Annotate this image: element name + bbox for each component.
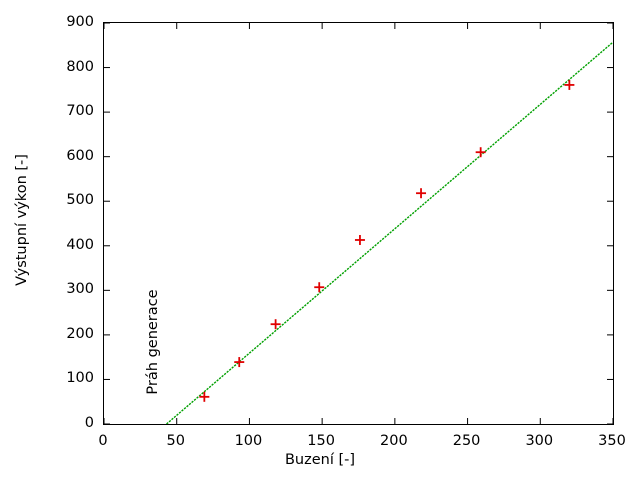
y-tick-label: 400 [66,236,94,253]
x-tick-label: 0 [98,433,108,449]
y-tick-label: 0 [84,414,94,431]
y-tick-label: 700 [66,102,94,119]
data-point-marker [199,391,210,402]
y-tick-label: 900 [66,13,94,30]
plot-svg [104,23,613,424]
data-point-markers [199,79,575,402]
data-point-marker [475,147,486,158]
data-point-marker [416,188,427,199]
x-tick-label: 350 [598,433,626,449]
x-tick-label: 250 [452,433,481,449]
y-tick-label: 200 [66,325,94,342]
y-axis-title: Výstupní výkon [-] [14,154,30,286]
fit-line-series [166,41,613,424]
data-point-marker [564,79,575,90]
x-tick-label: 300 [525,433,554,449]
data-point-marker [234,357,245,368]
data-point-marker [354,234,365,245]
plot-area [103,22,614,425]
x-tick-label: 150 [307,433,335,449]
x-tick-label: 200 [380,433,408,449]
x-tick-label: 50 [166,433,185,449]
y-tick-label: 500 [66,191,94,208]
threshold-annotation-label: Práh generace [145,289,161,395]
y-tick-label: 100 [66,370,94,387]
x-axis-title: Buzení [-] [284,452,356,468]
fit-line [166,41,613,424]
tick-marks [104,23,613,424]
data-point-marker [314,282,325,293]
y-tick-label: 300 [66,281,94,298]
y-tick-label: 600 [66,147,94,164]
data-point-marker [270,319,281,330]
y-tick-label: 800 [66,58,94,75]
x-tick-label: 100 [234,433,263,449]
